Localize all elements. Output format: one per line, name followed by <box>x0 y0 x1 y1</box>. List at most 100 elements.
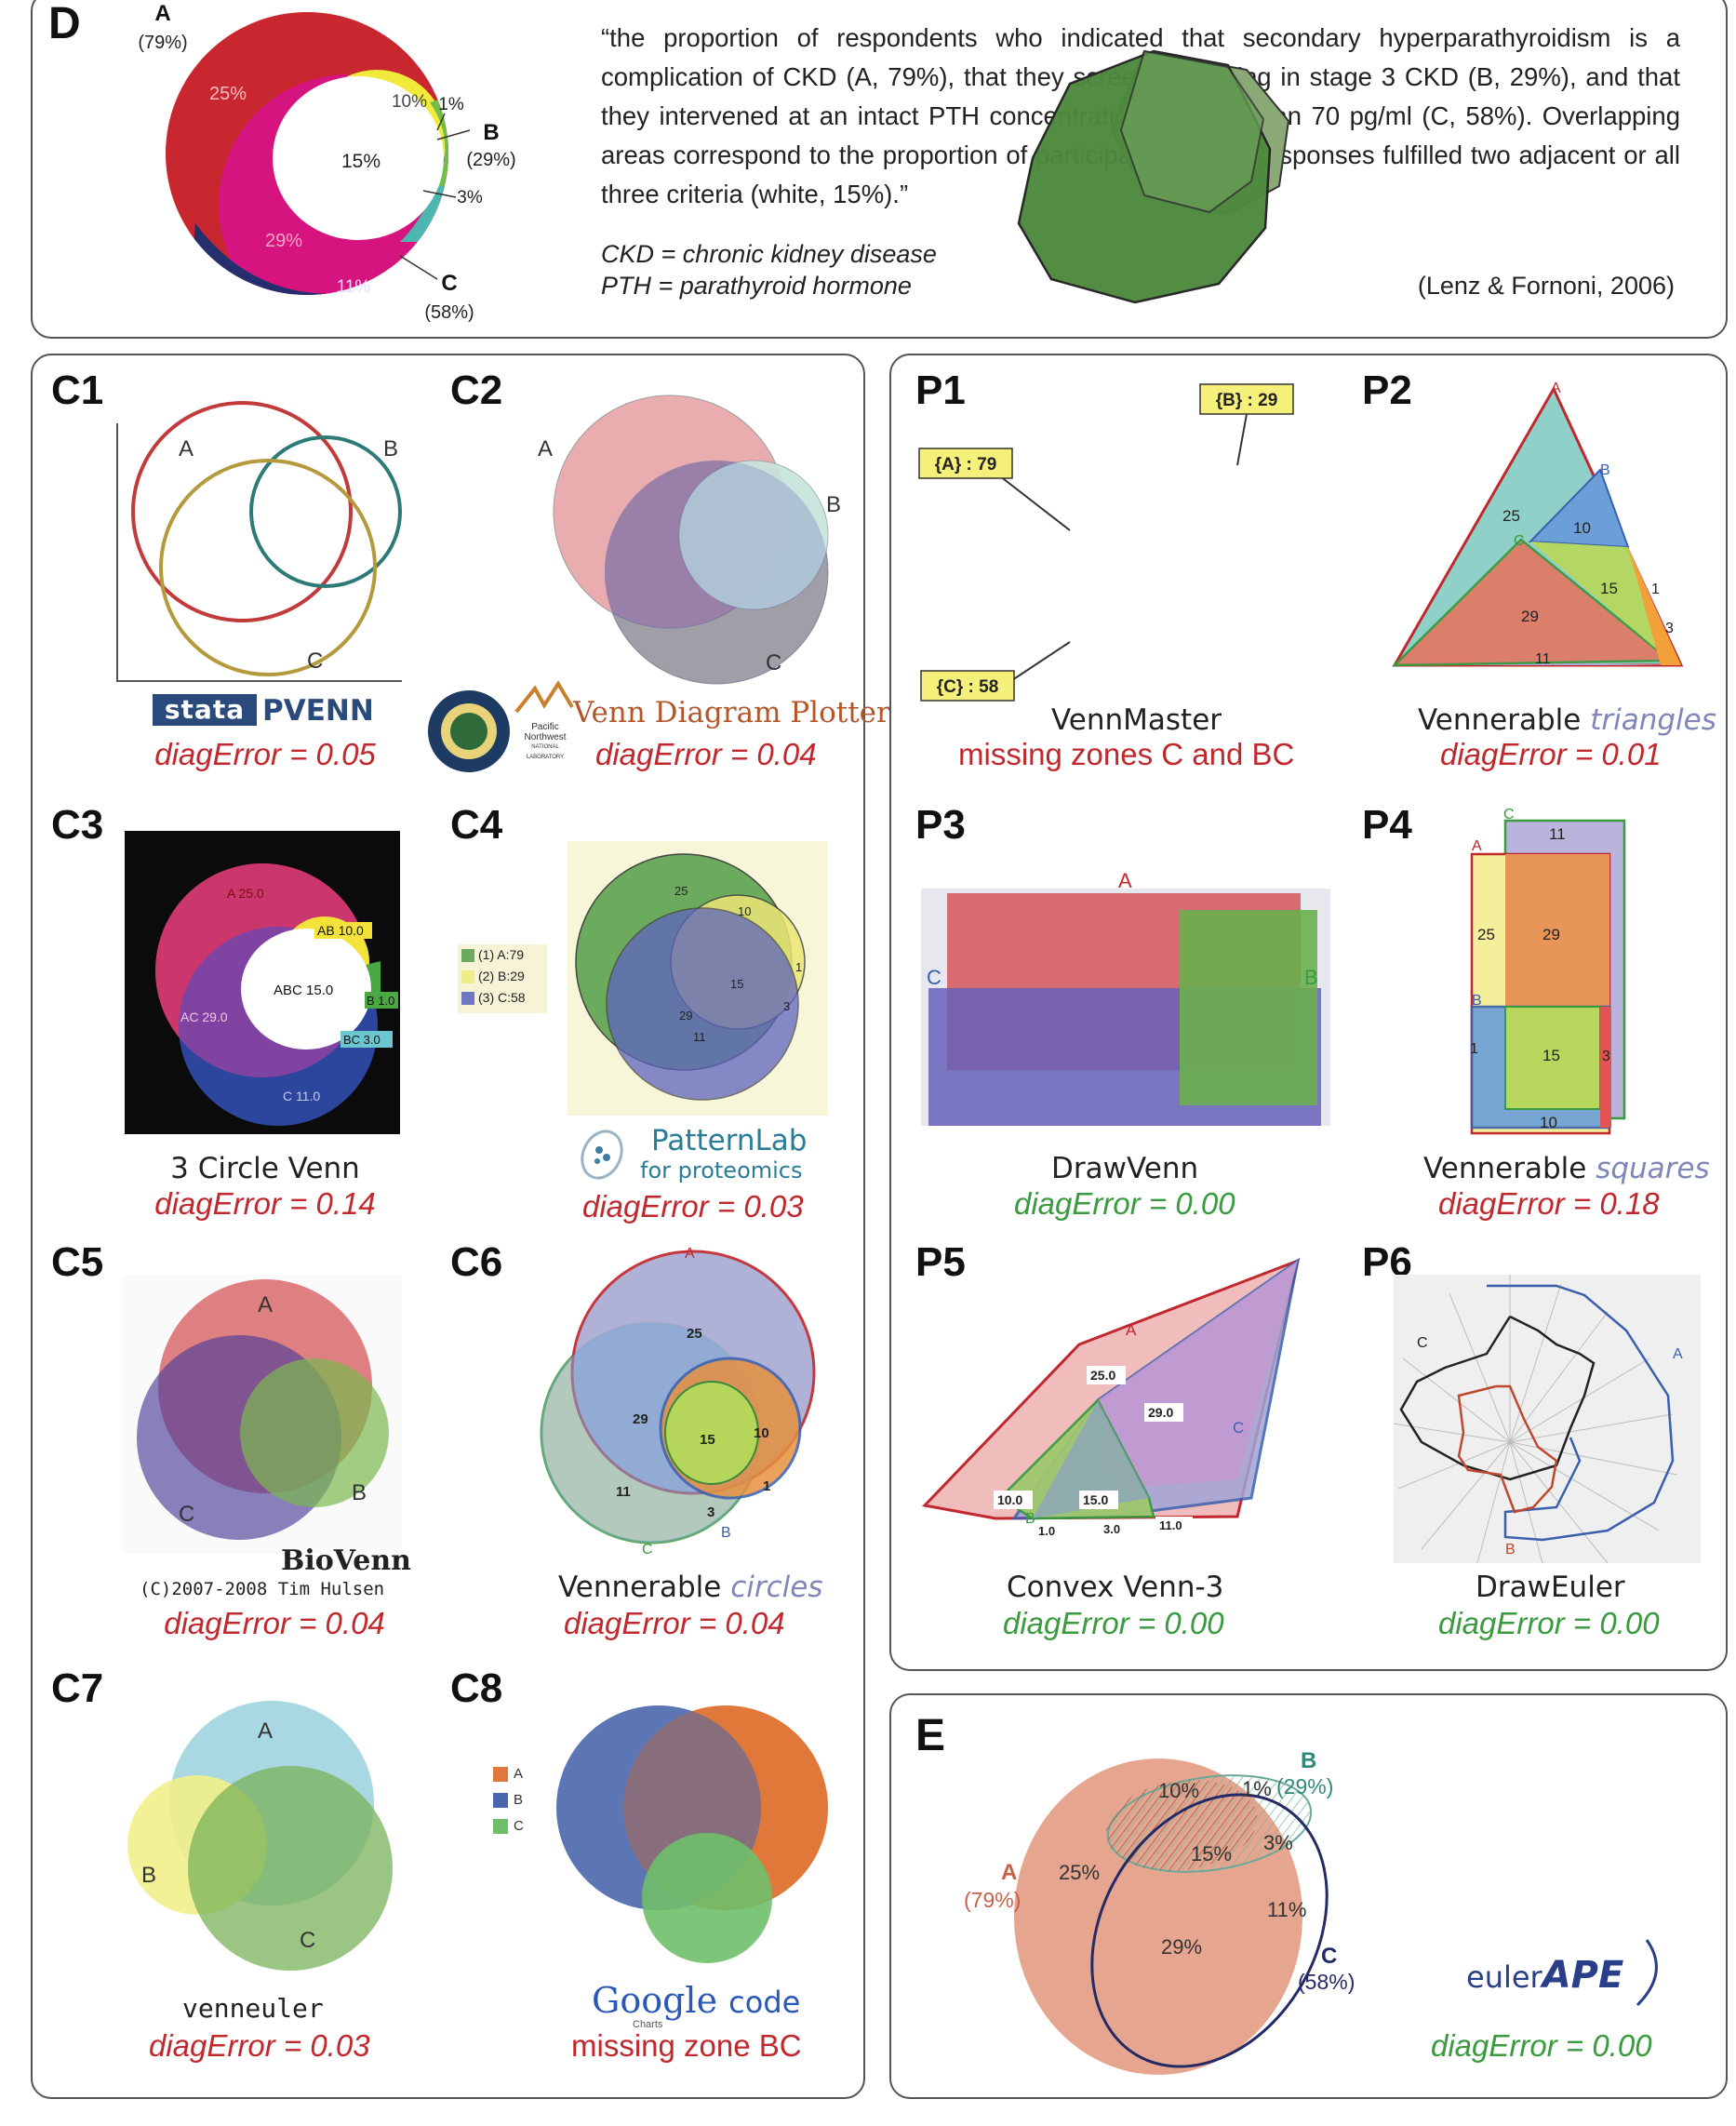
c3-zone-ab: AB 10.0 <box>317 923 364 938</box>
c7-circle-c <box>188 1766 393 1971</box>
c1-tool: PVENN <box>262 694 374 728</box>
c3-diag: diagError = 0.14 <box>154 1186 376 1221</box>
p4-tool-style: squares <box>1596 1152 1710 1185</box>
c4-label: C4 <box>450 802 503 848</box>
e-zone-15: 15% <box>1191 1842 1232 1865</box>
p2-label-a: A <box>1551 381 1561 396</box>
p4-label-b: B <box>1472 993 1482 1009</box>
c4-zone-1: 1 <box>795 960 802 974</box>
c1-label: C1 <box>51 368 104 413</box>
c2-pnnl-text: Pacific Northwest NATIONAL LABORATORY <box>517 722 573 763</box>
c8-legend-label-c: C <box>514 1818 524 1834</box>
c4-zone-29: 29 <box>679 1009 692 1023</box>
e-tool-logo: eulerAPE <box>1466 1954 1623 1997</box>
panel-d-letter: D <box>48 0 81 48</box>
p1-tag-b <box>1199 383 1294 415</box>
c2-label: C2 <box>450 368 503 413</box>
c8-tool-code: code <box>728 1985 801 2020</box>
d-green-sliver <box>430 93 448 191</box>
p1-tag-b-text: {B} : 29 <box>1216 391 1278 410</box>
c6-tool: Vennerable circles <box>558 1571 823 1604</box>
panel-e-letter: E <box>915 1711 946 1760</box>
p2-tool: Vennerable triangles <box>1418 703 1716 737</box>
c6-tool-name: Vennerable <box>558 1571 722 1604</box>
e-pct-a: (79%) <box>964 1888 1021 1912</box>
d-label-a: A <box>154 1 170 26</box>
c6-label-b: B <box>721 1525 731 1541</box>
panel-d-abbr-pth: PTH = parathyroid hormone <box>601 272 912 300</box>
e-label-b: B <box>1301 1748 1316 1773</box>
p4-label-a: A <box>1472 838 1482 854</box>
p5-zone-11: 11.0 <box>1159 1518 1182 1532</box>
panel-d-venn-diagram: A (79%) 25% 10% 1% 15% 29% 3% 11% B (29%… <box>138 1 515 323</box>
c2-diagram: A B C <box>538 394 841 685</box>
c1-label-c: C <box>307 648 323 674</box>
c6-label: C6 <box>450 1239 503 1285</box>
c4-legend-item-b: (2) B:29 <box>458 966 547 987</box>
c6-zone-10: 10 <box>754 1425 769 1441</box>
c4-legend-item-a: (1) A:79 <box>458 944 547 966</box>
c3-zone-b: B 1.0 <box>367 994 394 1008</box>
c8-circle-c <box>642 1833 772 1963</box>
p2-diag: diagError = 0.01 <box>1440 737 1662 771</box>
p2-zone-11: 11 <box>1535 651 1551 667</box>
c7-tool: venneuler <box>182 1993 324 2024</box>
p2-zone-29: 29 <box>1521 608 1539 625</box>
c4-legend-label-a: (1) A:79 <box>478 947 525 962</box>
c8-label: C8 <box>450 1665 503 1711</box>
c7-diagram: A B C <box>127 1701 393 1971</box>
c4-zone-3: 3 <box>783 999 790 1013</box>
c6-label-c: C <box>642 1542 653 1558</box>
c7-label: C7 <box>51 1665 104 1711</box>
c5-diagram: A B C <box>123 1275 402 1554</box>
p1-tag-c-text: {C} : 58 <box>937 677 999 697</box>
e-diag: diagError = 0.00 <box>1431 2028 1652 2063</box>
c6-zone-15: 15 <box>700 1432 715 1448</box>
p4-zone-3: 3 <box>1602 1049 1610 1064</box>
c3-zone-bc: BC 3.0 <box>343 1033 381 1047</box>
e-pct-b: (29%) <box>1276 1774 1333 1798</box>
p1-diagram: {A} : 79 {B} : 29 {C} : 58 <box>918 49 1294 702</box>
p6-label-b: B <box>1505 1542 1516 1558</box>
p2-zone-3: 3 <box>1665 621 1674 636</box>
p6-curve-c <box>1399 1315 1596 1481</box>
p4-tool-name: Vennerable <box>1423 1152 1587 1185</box>
d-pct-b: (29%) <box>466 150 515 170</box>
p6-diagram: A B C <box>1393 1275 1701 1564</box>
c8-legend: A B C <box>493 1766 524 1844</box>
p1-tool: VennMaster <box>1051 703 1222 737</box>
c1-diagram: A B C <box>116 401 402 682</box>
c2-pnnl-logo <box>514 680 574 714</box>
p5-diag: diagError = 0.00 <box>1003 1606 1224 1640</box>
p2-zone-25: 25 <box>1502 507 1520 525</box>
p5-zone-10: 10.0 <box>997 1492 1022 1507</box>
c2-org3: NATIONAL LABORATORY <box>526 744 565 760</box>
e-label-c: C <box>1321 1944 1337 1969</box>
c6-zone-29: 29 <box>633 1411 648 1427</box>
c4-legend-item-c: (3) C:58 <box>458 987 547 1009</box>
e-zone-3: 3% <box>1263 1831 1293 1854</box>
p2-zone-1: 1 <box>1651 582 1660 597</box>
c6-zone-11: 11 <box>616 1484 631 1500</box>
c4-zone-10: 10 <box>738 904 751 918</box>
c4-tool-sub: for proteomics <box>640 1157 803 1183</box>
c1-diag: diagError = 0.05 <box>154 737 376 771</box>
d-zone-29: 29% <box>265 231 302 251</box>
p3-tool: DrawVenn <box>1051 1152 1199 1185</box>
e-zone-10: 10% <box>1158 1779 1199 1802</box>
d-zone-10: 10% <box>392 92 427 112</box>
c4-legend-label-b: (2) B:29 <box>478 969 525 983</box>
d-zone-1: 1% <box>438 95 464 114</box>
c8-tool-google: Google <box>592 1980 718 2021</box>
c1-label-b: B <box>383 436 398 461</box>
c8-google-logo: Google code <box>592 1980 800 2021</box>
c5-tool: BioVenn <box>281 1544 411 1577</box>
e-tool-ape: APE <box>1542 1954 1624 1997</box>
d-zone-3: 3% <box>457 188 483 207</box>
p6-label-c: C <box>1417 1335 1428 1351</box>
p4-zone-10: 10 <box>1540 1114 1557 1131</box>
c5-diag: diagError = 0.04 <box>164 1606 385 1640</box>
c2-org1: Pacific <box>531 722 559 732</box>
p3-label-c: C <box>927 966 941 989</box>
p5-diagram: A B C 25.0 29.0 10.0 15.0 1.0 3.0 11.0 <box>921 1257 1301 1539</box>
